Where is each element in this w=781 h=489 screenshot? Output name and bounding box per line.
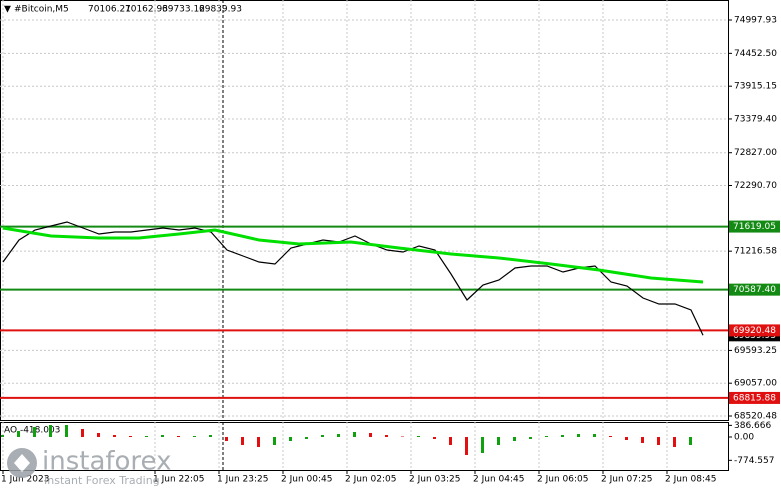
x-tick-label: 1 Jun 22:05 <box>153 475 204 485</box>
close: 69839.93 <box>199 5 242 15</box>
ao-tick-label: 0.00 <box>734 432 754 442</box>
level-label-box <box>729 391 780 404</box>
low: 69733.12 <box>162 5 205 15</box>
y-tick-label: 73379.40 <box>734 114 777 124</box>
ao-bar <box>481 436 484 453</box>
ao-bar <box>657 436 660 446</box>
ao-bar <box>305 436 308 439</box>
ao-bar <box>513 436 516 442</box>
level-label-box <box>729 324 780 337</box>
ao-bar <box>545 436 548 437</box>
ao-bar <box>609 436 612 437</box>
ao-bar <box>1 435 4 437</box>
ao-tick-label: 386.666 <box>734 421 771 431</box>
ao-bar <box>225 436 228 442</box>
logo-mark <box>14 454 30 472</box>
ao-bar <box>129 436 132 437</box>
x-tick-label: 2 Jun 04:45 <box>473 475 524 485</box>
ao-bar <box>465 436 468 456</box>
x-tick-label: 2 Jun 07:25 <box>601 475 652 485</box>
ao-bar <box>113 435 116 437</box>
watermark-text: instaforex <box>42 447 171 477</box>
ao-bar <box>593 433 596 437</box>
header-arrow: ▼ <box>4 5 11 15</box>
watermark-sub: Instant Forex Trading <box>44 474 160 487</box>
ao-bar <box>529 436 532 439</box>
ao-bar <box>33 426 36 437</box>
ao-bar <box>241 436 244 446</box>
ao-bar <box>257 436 260 447</box>
ao-bar <box>273 436 276 446</box>
ao-bar <box>289 436 292 442</box>
y-tick-label: 68520.48 <box>734 411 777 421</box>
level-label-box <box>729 283 780 296</box>
ao-bar <box>97 432 100 437</box>
ao-bar <box>177 436 180 437</box>
x-tick-label: 2 Jun 08:45 <box>665 475 716 485</box>
y-tick-label: 72290.70 <box>734 181 777 191</box>
ao-bar <box>49 425 52 437</box>
ao-bar <box>321 435 324 437</box>
ao-bar <box>577 433 580 437</box>
ao-bar <box>641 436 644 443</box>
ao-bar <box>433 436 436 439</box>
ao-bar <box>337 433 340 437</box>
level-label: 71619.05 <box>733 222 776 232</box>
level-label: 70587.40 <box>733 285 776 295</box>
ao-bar <box>689 436 692 446</box>
ao-bar <box>385 435 388 437</box>
main-frame <box>0 0 729 421</box>
ao-label: AO -418.003 <box>4 426 60 436</box>
y-tick-label: 69593.25 <box>734 346 777 356</box>
ao-bar <box>145 436 148 437</box>
ao-bar <box>449 436 452 446</box>
open: 70106.21 <box>88 5 131 15</box>
y-tick-label: 72827.00 <box>734 148 777 158</box>
ao-bar <box>209 435 212 437</box>
ao-tick-label: -774.557 <box>734 456 774 466</box>
ao-bar <box>417 436 420 437</box>
ao-bar <box>193 436 196 437</box>
y-tick-label: 74997.93 <box>734 15 777 25</box>
symbol: #Bitcoin,M5 <box>14 5 69 15</box>
y-tick-label: 74452.50 <box>734 49 777 59</box>
price-line <box>2 221 704 336</box>
x-tick-label: 1 Jun 2023 <box>1 475 49 485</box>
level-label: 68815.88 <box>733 393 776 403</box>
y-tick-label: 73915.15 <box>734 82 777 92</box>
ao-frame <box>0 422 729 471</box>
ao-bar <box>625 436 628 441</box>
ao-bar <box>561 435 564 437</box>
level-label-box <box>729 220 780 233</box>
level-label: 69920.48 <box>733 326 776 336</box>
watermark: instaforex Instant Forex Trading <box>7 447 171 487</box>
ma-line <box>2 226 704 284</box>
x-tick-label: 2 Jun 03:25 <box>409 475 460 485</box>
x-tick-label: 2 Jun 02:05 <box>345 475 396 485</box>
ao-bar <box>673 436 676 447</box>
x-tick-label: 1 Jun 23:25 <box>217 475 268 485</box>
y-tick-label: 69057.00 <box>734 379 777 389</box>
y-tick-label: 71216.58 <box>734 247 777 257</box>
ao-bar <box>17 431 20 437</box>
x-tick-label: 2 Jun 00:45 <box>281 475 332 485</box>
ao-bar <box>353 431 356 437</box>
ao-bar <box>401 436 404 437</box>
ao-bar <box>497 436 500 446</box>
ao-bar <box>369 432 372 437</box>
ao-bar <box>65 425 68 437</box>
high: 70162.93 <box>125 5 168 15</box>
ao-bar <box>81 428 84 437</box>
ao-bar <box>161 435 164 437</box>
x-tick-label: 2 Jun 06:05 <box>537 475 588 485</box>
